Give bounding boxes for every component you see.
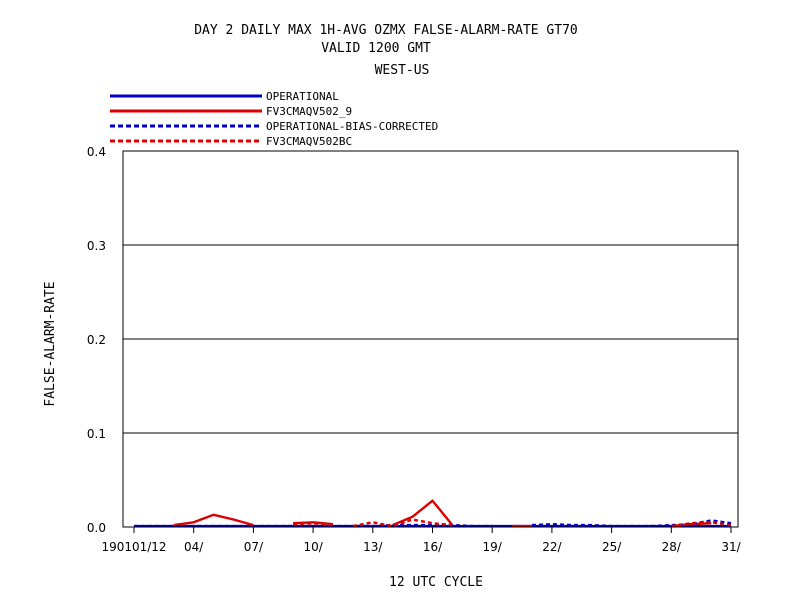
x-tick-label: 10/	[303, 540, 323, 554]
chart-title-line-1: DAY 2 DAILY MAX 1H-AVG OZMX FALSE-ALARM-…	[194, 23, 578, 38]
x-tick-label: 190101/12	[101, 540, 166, 554]
y-tick-label: 0.0	[87, 521, 106, 535]
plot-frame	[122, 150, 739, 528]
series-line	[671, 521, 732, 528]
y-axis-label: FALSE-ALARM-RATE	[43, 281, 58, 406]
series-1	[173, 499, 712, 528]
x-axis-label: 12 UTC CYCLE	[389, 575, 483, 590]
chart-title-line-3: WEST-US	[375, 63, 430, 78]
y-tick-label: 0.2	[87, 333, 106, 347]
x-tick-label: 31/	[721, 540, 741, 554]
series-2	[134, 519, 732, 528]
x-tick-label: 22/	[542, 540, 562, 554]
series-line	[392, 499, 454, 527]
series-line	[134, 523, 493, 528]
gridlines	[123, 244, 738, 434]
y-tick-label: 0.4	[87, 145, 106, 159]
legend: OPERATIONAL FV3CMAQV502_9 OPERATIONAL-BIAS…	[110, 90, 438, 148]
series-3	[293, 518, 732, 528]
y-tick-label: 0.1	[87, 427, 106, 441]
x-tick-label: 13/	[363, 540, 383, 554]
x-axis-ticks: 190101/12 04/07/10/13/16/19/22/25/28/31/	[101, 527, 742, 554]
legend-label: FV3CMAQV502_9	[266, 105, 352, 118]
x-tick-label: 28/	[662, 540, 682, 554]
legend-label: FV3CMAQV502BC	[266, 135, 352, 148]
x-tick-label: 25/	[602, 540, 622, 554]
y-tick-label: 0.3	[87, 239, 106, 253]
series-line	[173, 513, 254, 527]
chart-title-line-2: VALID 1200 GMT	[321, 41, 431, 56]
series-line	[671, 522, 712, 528]
x-tick-label: 04/	[184, 540, 204, 554]
legend-label: OPERATIONAL-BIAS-CORRECTED	[266, 120, 438, 133]
legend-label: OPERATIONAL	[266, 90, 339, 103]
x-tick-label: 19/	[483, 540, 503, 554]
series-line	[531, 519, 732, 528]
y-axis-ticks: 0.0 0.1 0.2 0.3 0.4	[87, 145, 106, 535]
x-tick-label: 16/	[423, 540, 443, 554]
series-line	[293, 521, 334, 526]
x-tick-label: 07/	[244, 540, 264, 554]
series-layer	[134, 499, 732, 528]
series-line	[352, 518, 453, 528]
